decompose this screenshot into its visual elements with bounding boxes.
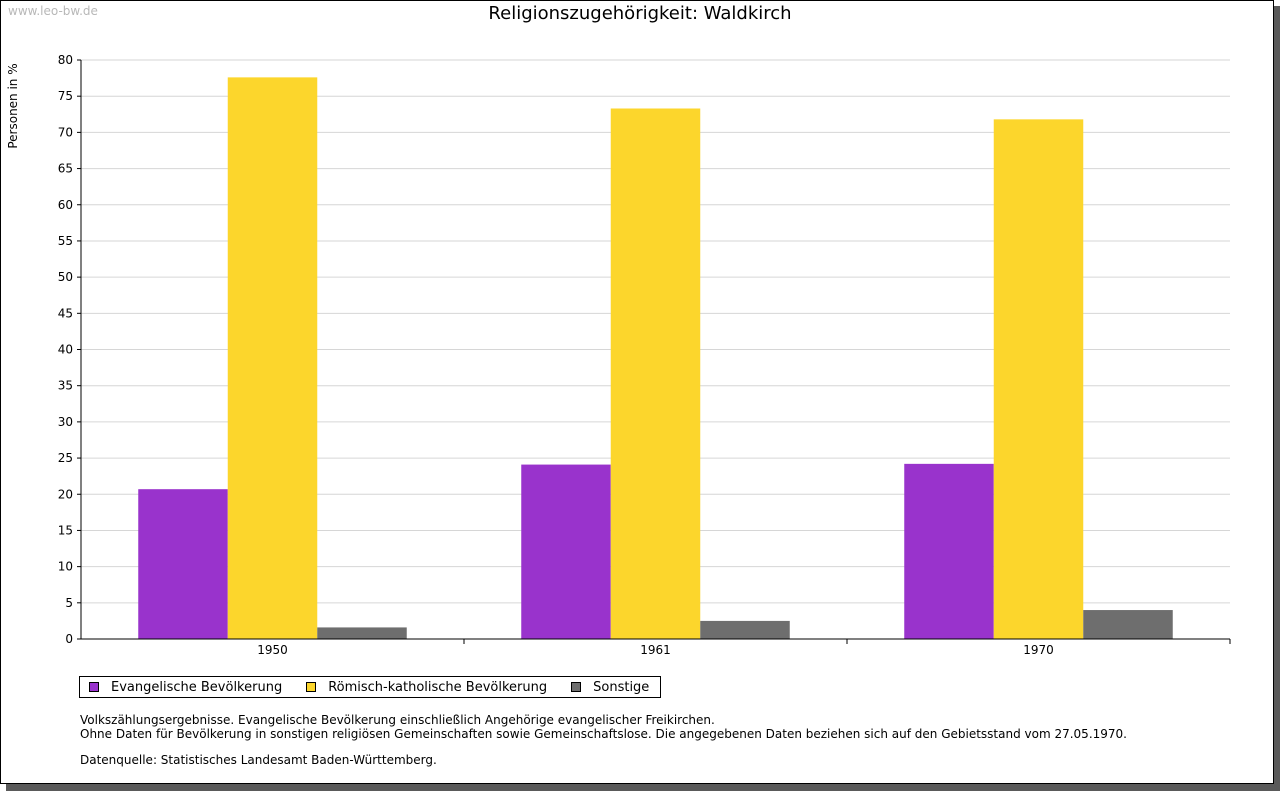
y-tick-label: 50	[58, 270, 73, 284]
bar-katholisch-1970	[993, 119, 1084, 639]
y-tick-label: 10	[58, 560, 73, 574]
bar-sonstige-1950	[317, 627, 407, 639]
y-tick-label: 0	[65, 632, 73, 646]
y-tick-label: 35	[58, 379, 73, 393]
bar-sonstige-1970	[1083, 610, 1173, 639]
y-tick-label: 45	[58, 306, 73, 320]
legend-item-evangelisch: Evangelische Bevölkerung	[89, 680, 282, 695]
legend-swatch-katholisch	[306, 682, 317, 692]
legend-item-katholisch: Römisch-katholische Bevölkerung	[306, 680, 547, 695]
bar-katholisch-1950	[227, 77, 318, 640]
y-tick-label: 15	[58, 523, 73, 537]
legend-label-katholisch: Römisch-katholische Bevölkerung	[328, 679, 548, 695]
data-source: Datenquelle: Statistisches Landesamt Bad…	[80, 753, 437, 767]
y-tick-label: 20	[58, 487, 73, 501]
y-tick-label: 55	[58, 234, 73, 248]
bar-evangelisch-1950	[138, 489, 228, 639]
bar-evangelisch-1970	[904, 463, 994, 639]
chart-title: Religionszugehörigkeit: Waldkirch	[488, 3, 792, 24]
bar-chart: 0 5 10 15 20 25 30 35 40 45 50 55 60 65 70 75 80 1950 1961…	[58, 53, 1231, 657]
x-tick-label: 1970	[1023, 643, 1054, 657]
legend-swatch-evangelisch	[89, 682, 99, 692]
legend-label-evangelisch: Evangelische Bevölkerung	[111, 679, 283, 695]
bar-katholisch-1961	[610, 108, 701, 639]
y-tick-label: 25	[58, 451, 73, 465]
x-tick-label: 1950	[257, 643, 288, 657]
chart-notes: Volkszählungsergebnisse. Evangelische Be…	[80, 713, 1127, 767]
note-line-1: Volkszählungsergebnisse. Evangelische Be…	[80, 713, 715, 727]
y-tick-label: 80	[58, 53, 73, 67]
legend-label-sonstige: Sonstige	[593, 679, 650, 695]
legend-item-sonstige: Sonstige	[571, 680, 649, 695]
y-tick-label: 75	[58, 89, 73, 103]
y-tick-label: 60	[58, 198, 73, 212]
watermark: www.leo-bw.de	[8, 4, 98, 18]
x-tick-label: 1961	[640, 643, 671, 657]
bar-sonstige-1961	[700, 620, 790, 639]
legend-swatch-sonstige	[571, 682, 582, 692]
y-tick-label: 70	[58, 125, 73, 139]
y-tick-label: 65	[58, 162, 73, 176]
frame-shadow-bottom	[6, 784, 1280, 791]
bar-evangelisch-1961	[521, 464, 611, 639]
y-tick-label: 40	[58, 343, 73, 357]
y-tick-label: 5	[65, 596, 73, 610]
frame-shadow-right	[1274, 6, 1280, 791]
legend: Evangelische Bevölkerung Römisch-katholi…	[79, 676, 662, 698]
y-tick-label: 30	[58, 415, 73, 429]
note-line-2: Ohne Daten für Bevölkerung in sonstigen …	[80, 727, 1127, 741]
